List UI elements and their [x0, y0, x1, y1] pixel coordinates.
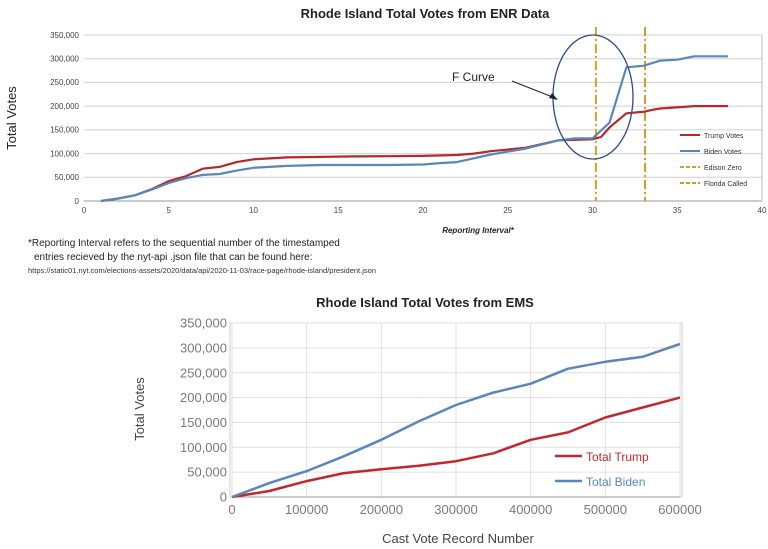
- footnote-url: https://static01.nyt.com/elections-asset…: [28, 266, 376, 275]
- x-tick-label: 200000: [360, 502, 403, 517]
- y-tick-label: 50,000: [187, 465, 227, 480]
- x-tick-label: 20: [419, 206, 428, 215]
- x-tick-label: 25: [503, 206, 512, 215]
- chart1-title: Rhode Island Total Votes from ENR Data: [301, 6, 550, 21]
- x-tick-label: 100000: [285, 502, 328, 517]
- series-line-total-trump: [231, 396, 681, 499]
- x-tick-label: 5: [167, 206, 172, 215]
- y-tick-label: 250,000: [50, 78, 79, 87]
- f-curve-arrow: [511, 80, 556, 99]
- series-line-biden-votes: [100, 55, 729, 203]
- enr-chart: Rhode Island Total Votes from ENR Data T…: [4, 6, 767, 235]
- x-tick-label: 300000: [434, 502, 477, 517]
- x-tick-label: 0: [82, 206, 87, 215]
- y-tick-label: 150,000: [180, 415, 227, 430]
- y-tick-label: 250,000: [180, 365, 227, 380]
- legend-label: Total Trump: [586, 450, 649, 464]
- x-tick-label: 0: [228, 502, 235, 517]
- series-line-total-biden: [231, 342, 681, 499]
- f-curve-arrowhead: [549, 93, 558, 100]
- y-tick-label: 100,000: [50, 149, 79, 158]
- legend-label: Edison Zero: [704, 165, 742, 172]
- footnote-line1: *Reporting Interval refers to the sequen…: [28, 238, 340, 249]
- legend-label: Biden Votes: [704, 149, 742, 156]
- ems-chart: Rhode Island Total Votes from EMS Total …: [132, 295, 702, 546]
- chart1-ylabel: Total Votes: [4, 86, 19, 150]
- x-tick-label: 400000: [509, 502, 552, 517]
- x-tick-label: 600000: [658, 502, 701, 517]
- x-tick-label: 40: [758, 206, 767, 215]
- x-tick-label: 500000: [584, 502, 627, 517]
- x-tick-label: 15: [334, 206, 343, 215]
- y-tick-label: 300,000: [50, 55, 79, 64]
- y-tick-label: 100,000: [180, 440, 227, 455]
- chart2-xlabel: Cast Vote Record Number: [382, 531, 534, 546]
- x-tick-label: 35: [673, 206, 682, 215]
- y-tick-label: 300,000: [180, 340, 227, 355]
- y-tick-label: 350,000: [180, 316, 227, 331]
- y-tick-label: 200,000: [50, 102, 79, 111]
- chart2-title: Rhode Island Total Votes from EMS: [316, 295, 534, 310]
- x-tick-label: 30: [588, 206, 597, 215]
- legend-label: Trump Votes: [704, 133, 744, 140]
- y-tick-label: 200,000: [180, 390, 227, 405]
- y-tick-label: 350,000: [50, 31, 79, 40]
- y-tick-label: 0: [220, 490, 227, 505]
- chart1-xlabel: Reporting Interval*: [442, 226, 514, 235]
- footnote-line2: entries recieved by the nyt-api .json fi…: [34, 252, 313, 263]
- legend-label: Total Biden: [586, 475, 645, 489]
- f-curve-label: F Curve: [452, 70, 495, 84]
- legend-label: Florida Called: [704, 181, 747, 188]
- y-tick-label: 50,000: [55, 173, 80, 182]
- chart2-ylabel: Total Votes: [132, 377, 147, 441]
- f-curve-circle: [552, 34, 634, 160]
- y-tick-label: 0: [75, 197, 80, 206]
- x-tick-label: 10: [249, 206, 258, 215]
- y-tick-label: 150,000: [50, 126, 79, 135]
